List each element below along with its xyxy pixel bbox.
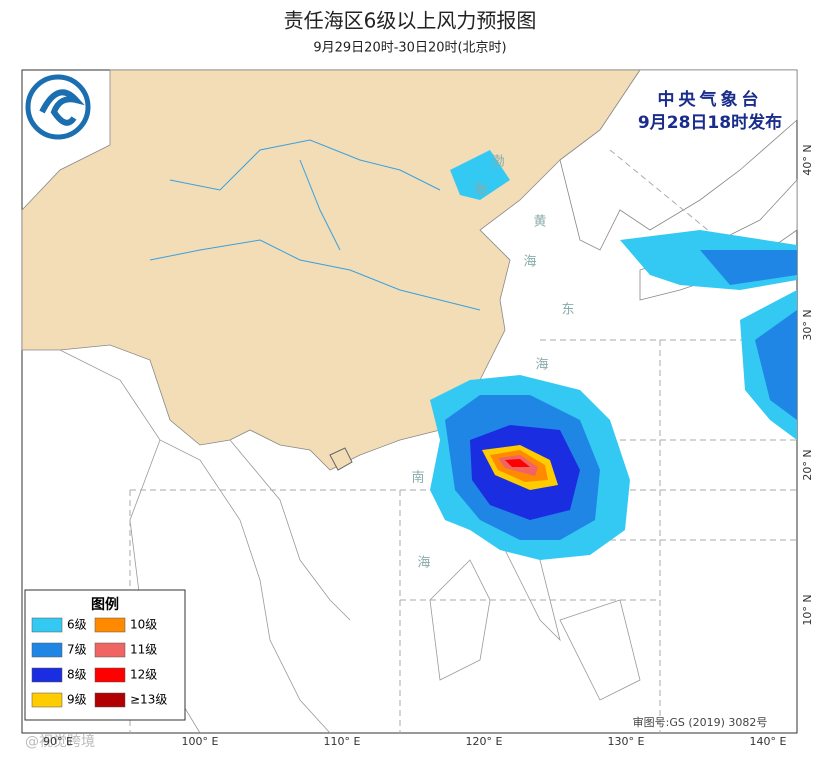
title: 责任海区6级以上风力预报图 — [284, 9, 537, 33]
sea-label: 海 — [523, 255, 536, 270]
korea-japan-land — [559, 69, 798, 251]
legend-swatch — [94, 642, 126, 658]
sea-label: 渤 — [491, 154, 504, 170]
wind-7 — [700, 250, 797, 420]
longitude-label: 130° E — [608, 735, 645, 748]
legend-label: ≥13级 — [130, 693, 167, 707]
legend-swatch — [94, 617, 126, 633]
logo-mark — [39, 89, 85, 126]
issue-time: 9月28日18时发布 — [638, 112, 782, 133]
sea-label: 海 — [535, 358, 548, 373]
legend-swatch — [31, 617, 63, 633]
watermark: @视觉跨境 — [25, 734, 95, 750]
map-number: 审图号:GS (2019) 3082号 — [633, 715, 768, 729]
sea-label: 海 — [473, 183, 486, 198]
latitude-label: 10° N — [801, 594, 814, 625]
legend-label: 7级 — [67, 643, 87, 657]
legend-swatch — [94, 667, 126, 683]
longitude-label: 110° E — [324, 735, 361, 748]
latitude-label: 20° N — [801, 449, 814, 480]
sea-label: 南 — [411, 470, 424, 486]
legend-swatch — [31, 667, 63, 683]
wind-12 — [505, 459, 530, 467]
wind-6 — [450, 150, 797, 440]
legend-label: 6级 — [67, 618, 87, 632]
longitude-label: 120° E — [466, 735, 503, 748]
legend-swatch — [31, 642, 63, 658]
latitude-label: 30° N — [801, 309, 814, 340]
hainan — [329, 447, 353, 471]
legend-swatch — [94, 692, 126, 708]
sea-label: 海 — [417, 556, 430, 571]
legend-label: 9级 — [67, 693, 87, 707]
longitude-label: 100° E — [182, 735, 219, 748]
sea-label: 黄 — [533, 215, 546, 230]
legend-label: 8级 — [67, 668, 87, 682]
legend-label: 11级 — [130, 643, 157, 657]
legend-title: 图例 — [91, 596, 119, 613]
legend-swatch — [31, 692, 63, 708]
latitude-label: 40° N — [801, 144, 814, 175]
legend-label: 12级 — [130, 668, 157, 682]
longitude-label: 140° E — [750, 735, 787, 748]
legend-label: 10级 — [130, 618, 157, 632]
longitude-label: 90° E — [43, 735, 73, 748]
subtitle: 9月29日20时-30日20时(北京时) — [313, 41, 506, 56]
agency-name: 中央气象台 — [658, 89, 763, 110]
sea-label: 东 — [561, 303, 574, 318]
